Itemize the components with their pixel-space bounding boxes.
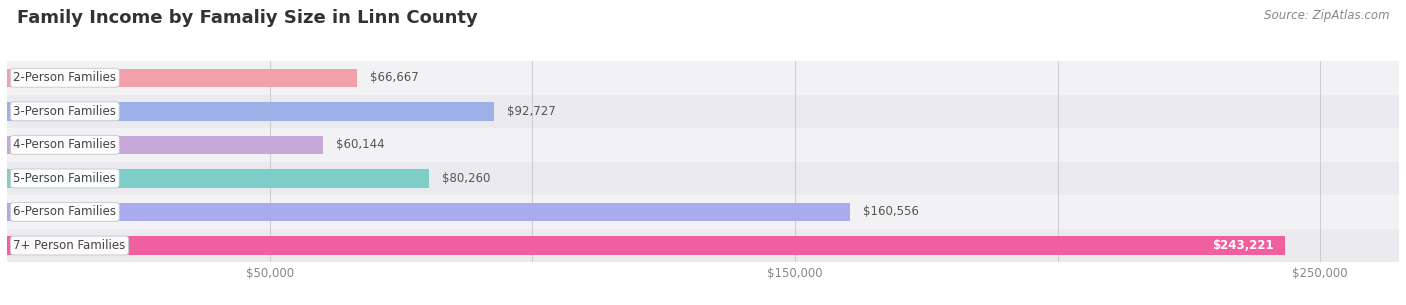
- Bar: [7, 95, 1399, 128]
- Bar: [7, 162, 1399, 195]
- Text: 7+ Person Families: 7+ Person Families: [13, 239, 125, 252]
- Text: $160,556: $160,556: [863, 206, 920, 218]
- Bar: [7, 229, 1399, 262]
- Text: 2-Person Families: 2-Person Families: [13, 71, 117, 84]
- Text: Family Income by Famaliy Size in Linn County: Family Income by Famaliy Size in Linn Co…: [17, 9, 478, 27]
- Text: $60,144: $60,144: [336, 138, 385, 151]
- Text: Source: ZipAtlas.com: Source: ZipAtlas.com: [1264, 9, 1389, 22]
- Bar: [7, 136, 323, 154]
- Bar: [7, 236, 1285, 255]
- Text: $92,727: $92,727: [508, 105, 555, 118]
- Bar: [7, 61, 1399, 95]
- Text: $80,260: $80,260: [441, 172, 491, 185]
- Text: 4-Person Families: 4-Person Families: [13, 138, 117, 151]
- Text: $243,221: $243,221: [1212, 239, 1274, 252]
- Bar: [7, 169, 429, 188]
- Text: 5-Person Families: 5-Person Families: [13, 172, 117, 185]
- Text: 6-Person Families: 6-Person Families: [13, 206, 117, 218]
- Text: $66,667: $66,667: [370, 71, 419, 84]
- Bar: [7, 203, 851, 221]
- Bar: [7, 128, 1399, 162]
- Text: 3-Person Families: 3-Person Families: [13, 105, 117, 118]
- Bar: [7, 195, 1399, 229]
- Bar: [7, 69, 357, 87]
- Bar: [7, 102, 494, 120]
